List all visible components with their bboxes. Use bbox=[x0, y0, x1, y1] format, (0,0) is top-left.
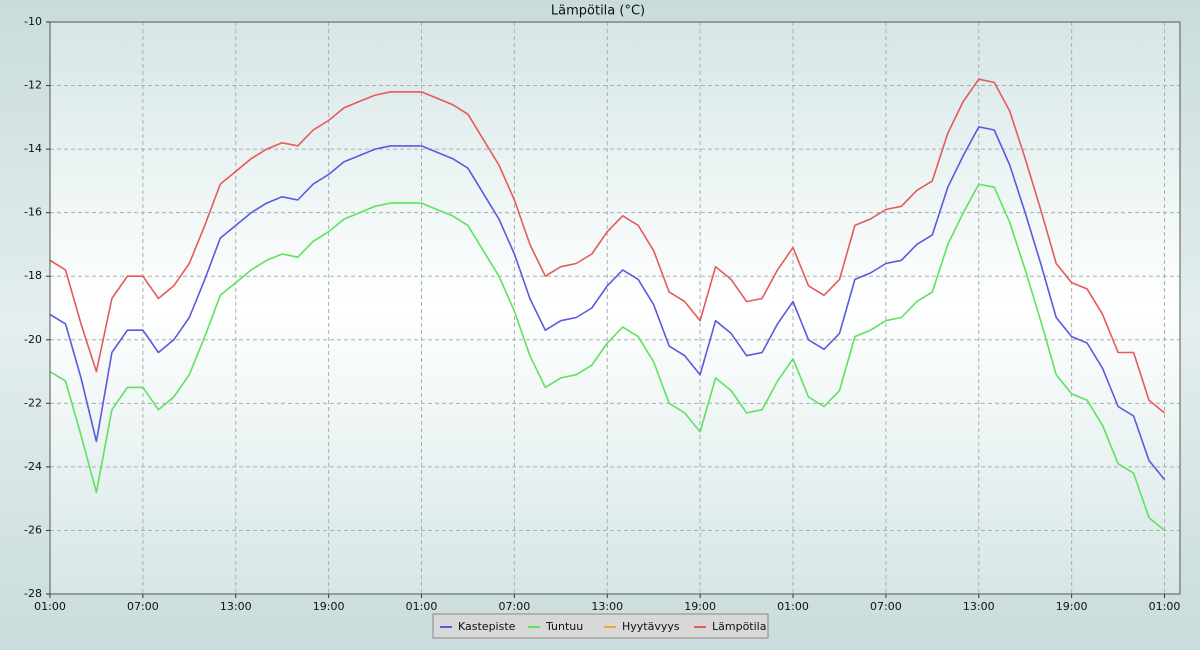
y-tick-label: -28 bbox=[24, 587, 42, 600]
y-tick-label: -26 bbox=[24, 523, 42, 536]
legend-label: Kastepiste bbox=[458, 620, 516, 633]
plot-area bbox=[50, 22, 1180, 594]
series-line bbox=[49, 126, 1166, 481]
x-tick-label: 01:00 bbox=[1149, 600, 1181, 613]
y-tick-label: -12 bbox=[24, 79, 42, 92]
y-tick-label: -18 bbox=[24, 269, 42, 282]
series-line bbox=[49, 78, 1166, 414]
y-tick-label: -10 bbox=[24, 15, 42, 28]
series-line bbox=[49, 183, 1166, 532]
y-tick-label: -16 bbox=[24, 206, 42, 219]
legend-label: Lämpötila bbox=[712, 620, 766, 633]
x-tick-label: 07:00 bbox=[870, 600, 902, 613]
plot-frame bbox=[49, 21, 1181, 595]
x-tick-label: 13:00 bbox=[591, 600, 623, 613]
chart-title: Lämpötila (°C) bbox=[551, 4, 645, 19]
x-tick-label: 07:00 bbox=[127, 600, 159, 613]
legend-label: Hyytävyys bbox=[622, 620, 680, 633]
x-tick-label: 01:00 bbox=[34, 600, 66, 613]
x-tick-label: 13:00 bbox=[963, 600, 995, 613]
x-tick-label: 19:00 bbox=[1056, 600, 1088, 613]
y-tick-label: -20 bbox=[24, 333, 42, 346]
y-tick-label: -22 bbox=[24, 396, 42, 409]
y-tick-label: -14 bbox=[24, 142, 42, 155]
legend-label: Tuntuu bbox=[545, 620, 583, 633]
x-tick-label: 19:00 bbox=[684, 600, 716, 613]
legend: Kastepiste Tuntuu Hyytävyys Lämpötila bbox=[440, 620, 766, 633]
lines bbox=[49, 78, 1166, 532]
x-tick-label: 01:00 bbox=[406, 600, 438, 613]
axes: -28 -26 -24 -22 -20 -18 -16 -14 -12 -10 01:00 07:00… bbox=[24, 15, 1180, 613]
y-tick-label: -24 bbox=[24, 460, 42, 473]
legend-box bbox=[432, 613, 769, 639]
x-tick-label: 19:00 bbox=[313, 600, 345, 613]
x-tick-label: 13:00 bbox=[220, 600, 252, 613]
x-tick-label: 01:00 bbox=[777, 600, 809, 613]
x-tick-label: 07:00 bbox=[499, 600, 531, 613]
